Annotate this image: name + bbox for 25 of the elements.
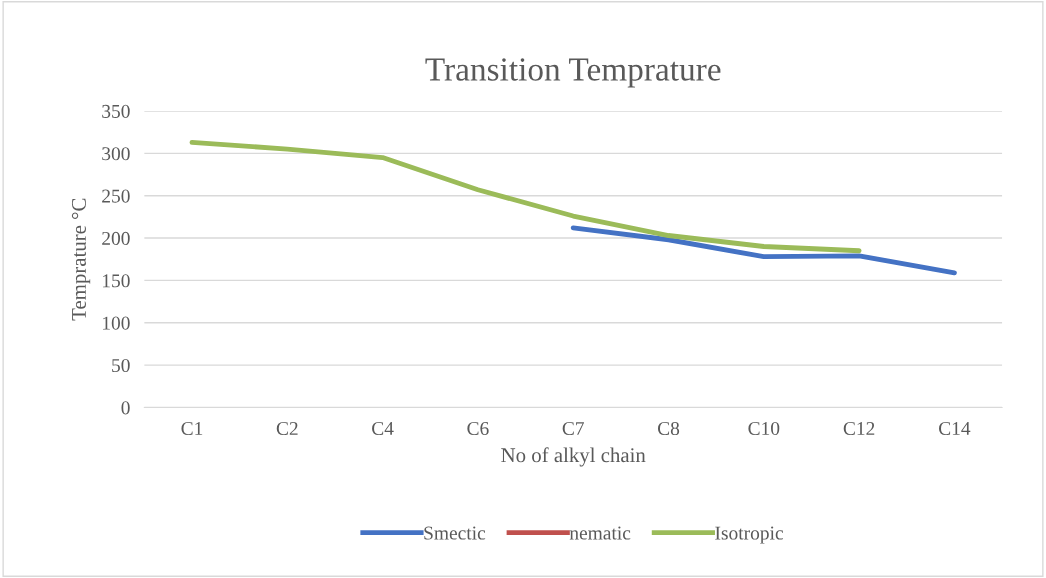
x-tick-label: C6	[467, 422, 489, 436]
y-tick-label: 150	[103, 274, 130, 288]
chart-title: Transition Temprature	[425, 58, 721, 88]
legend-label: Smectic	[424, 526, 486, 540]
x-tick-label: C4	[372, 422, 394, 436]
y-axis-title: Temprature °C	[71, 198, 91, 321]
y-tick-label: 300	[102, 147, 130, 161]
legend-label: Isotropic	[715, 526, 784, 544]
x-tick-label: C2	[276, 422, 298, 436]
x-tick-label: C10	[748, 421, 780, 436]
line-series	[570, 225, 957, 276]
x-tick-label: C12	[843, 422, 875, 436]
y-tick-label: 250	[102, 189, 130, 203]
x-tick-label: C7	[562, 422, 584, 436]
line-series	[189, 139, 862, 254]
x-axis-title: No of alkyl chain	[501, 447, 646, 467]
y-tick-label: 0	[121, 401, 130, 415]
y-tick-label: 100	[103, 316, 130, 330]
y-tick-label: 50	[112, 358, 130, 373]
x-tick-label: C1	[181, 422, 203, 436]
legend-label: nematic	[569, 526, 631, 540]
y-tick-label: 350	[102, 104, 130, 118]
x-tick-label: C14	[939, 422, 971, 436]
y-tick-label: 200	[102, 231, 130, 245]
x-tick-label: C8	[657, 421, 680, 436]
